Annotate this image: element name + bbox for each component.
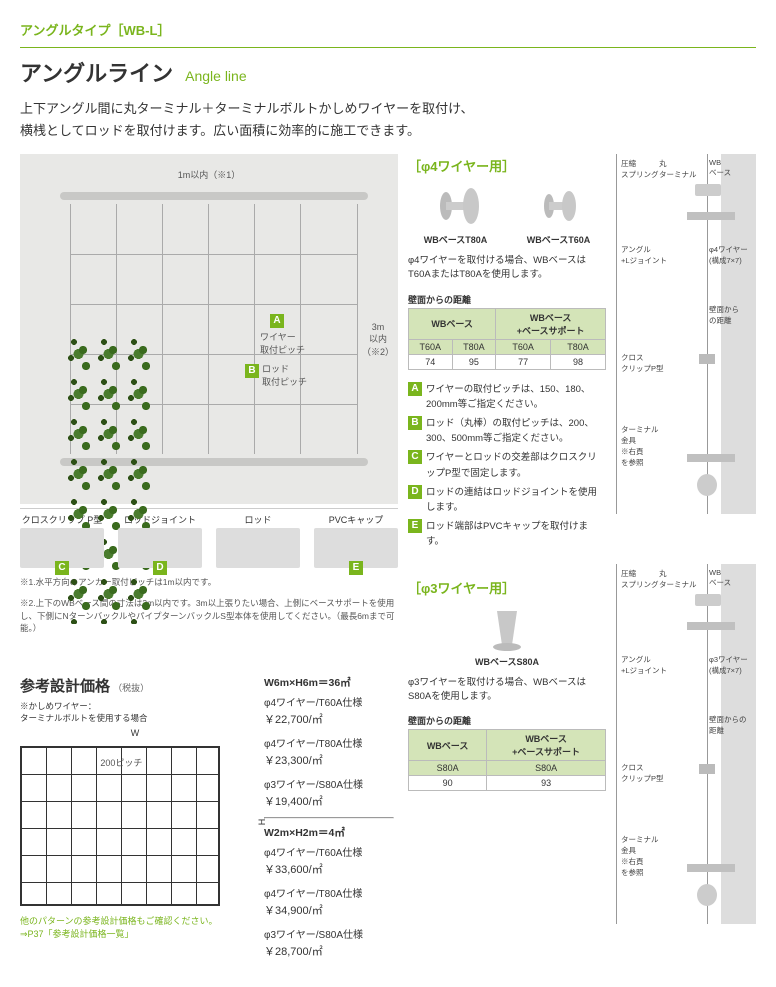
detail-e: PVCキャップ E: [314, 513, 398, 568]
phi3-desc: φ3ワイヤーを取付ける場合、WBベースはS80Aを使用します。: [408, 676, 606, 705]
base-s80a: WBベースS80A: [408, 603, 606, 668]
phi3-heading: ［φ3ワイヤー用］: [408, 578, 606, 597]
legend-a: Aワイヤーの取付ピッチは、150、180、200mm等ご指定ください。: [408, 382, 606, 412]
phi4-table-title: 壁面からの距離: [408, 293, 606, 306]
price-grid: 200ピッチ: [20, 746, 220, 906]
diagram-phi4: 圧縮 スプリング 丸 ターミナル WB ベース アングル +Lジョイント φ4ワ…: [616, 154, 756, 514]
angle-bar-icon: [687, 622, 735, 630]
label-a: ワイヤー 取付ピッチ: [260, 330, 305, 356]
badge-a: A: [270, 314, 284, 328]
phi4-desc: φ4ワイヤーを取付ける場合、WBベースはT60AまたはT80Aを使用します。: [408, 254, 606, 283]
spring-icon: [695, 184, 721, 196]
plant-graphic: [65, 334, 155, 624]
angle-bar-icon: [687, 212, 735, 220]
pricing-section: 参考設計価格 （税抜） ※かしめワイヤー： ターミナルボルトを使用する場合 W …: [20, 675, 398, 967]
angle-bar-bottom-icon: [687, 864, 735, 872]
angle-bar-bottom-icon: [687, 454, 735, 462]
phi3-table-title: 壁面からの距離: [408, 714, 606, 727]
clip-icon: [699, 764, 715, 774]
main-layout: 1m以内（※1） 3m 以内 （※2） A ワイヤー 取付ピッチ B ロッド 取…: [20, 154, 756, 967]
hero-illustration: 1m以内（※1） 3m 以内 （※2） A ワイヤー 取付ピッチ B ロッド 取…: [20, 154, 398, 504]
legend-list: Aワイヤーの取付ピッチは、150、180、200mm等ご指定ください。 Bロッド…: [408, 382, 606, 550]
label-b: ロッド 取付ピッチ: [262, 362, 307, 388]
mid-column: ［φ4ワイヤー用］ WBベースT80A WBベースT60A φ4ワイヤーを取付け…: [408, 154, 606, 967]
phi4-table: WBベースWBベース +ベースサポート T60AT80AT60AT80A 749…: [408, 308, 606, 370]
spring-icon: [695, 594, 721, 606]
diagram-phi3: 圧縮 スプリング 丸 ターミナル WB ベース アングル +Lジョイント φ3ワ…: [616, 564, 756, 924]
detail-rod: ロッド: [216, 513, 300, 568]
phi4-bases: WBベースT80A WBベースT60A: [408, 181, 606, 246]
price-link: 他のパターンの参考設計価格もご確認ください。 ⇒P37「参考設計価格一覧」: [20, 914, 250, 940]
category-tag: アングルタイプ［WB-L］: [20, 20, 756, 39]
title-jp: アングルライン: [20, 56, 173, 88]
divider: [20, 47, 756, 48]
legend-d: Dロッドの連結はロッドジョイントを使用します。: [408, 485, 606, 515]
dim-top: 1m以内（※1）: [178, 168, 241, 181]
pricing-left: 参考設計価格 （税抜） ※かしめワイヤー： ターミナルボルトを使用する場合 W …: [20, 675, 250, 967]
legend-c: Cワイヤーとロッドの交差部はクロスクリップP型で固定します。: [408, 450, 606, 480]
title-row: アングルライン Angle line: [20, 56, 756, 88]
terminal-icon: [697, 884, 717, 906]
phi3-table: WBベースWBベース +ベースサポート S80AS80A 9093: [408, 729, 606, 791]
phi4-heading: ［φ4ワイヤー用］: [408, 156, 606, 175]
badge-b: B: [245, 364, 259, 378]
clip-icon: [699, 354, 715, 364]
pricing-right: W6m×H6m＝36㎡ φ4ワイヤー/T60A仕様 ￥22,700/㎡ φ4ワイ…: [264, 675, 394, 967]
right-column: 圧縮 スプリング 丸 ターミナル WB ベース アングル +Lジョイント φ4ワ…: [616, 154, 756, 967]
dim-right: 3m 以内 （※2）: [362, 322, 394, 358]
legend-e: Eロッド端部はPVCキャップを取付けます。: [408, 519, 606, 549]
title-en: Angle line: [185, 68, 247, 84]
price-sub: （税抜）: [113, 683, 149, 693]
base-t60a: WBベースT60A: [511, 181, 606, 246]
price-title: 参考設計価格: [20, 678, 110, 695]
terminal-icon: [697, 474, 717, 496]
legend-b: Bロッド（丸棒）の取付ピッチは、200、300、500mm等ご指定ください。: [408, 416, 606, 446]
phi3-bases: WBベースS80A: [408, 603, 606, 668]
intro-text: 上下アングル間に丸ターミナル＋ターミナルボルトかしめワイヤーを取付け、 横桟とし…: [20, 98, 756, 142]
left-column: 1m以内（※1） 3m 以内 （※2） A ワイヤー 取付ピッチ B ロッド 取…: [20, 154, 398, 967]
base-t80a: WBベースT80A: [408, 181, 503, 246]
price-note: ※かしめワイヤー： ターミナルボルトを使用する場合: [20, 700, 250, 724]
